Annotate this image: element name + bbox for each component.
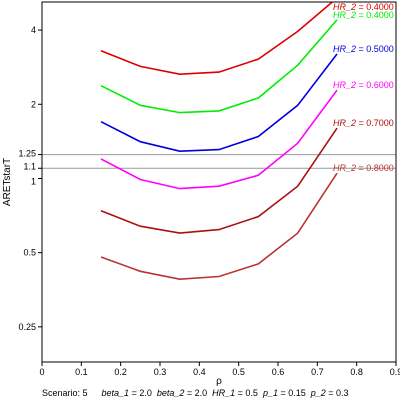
footer-param-name-0: beta_1	[102, 388, 130, 398]
footer-param-name-4: p_2	[310, 388, 326, 398]
footer-scenario: Scenario: 5	[42, 388, 88, 398]
footer-param-value-4: = 0.3	[326, 388, 349, 398]
x-tick-label-6: 0.6	[272, 367, 285, 377]
series-label-1: HR_2 = 0.4000	[333, 10, 394, 20]
footer-parameters: Scenario: 5 beta_1 = 2.0 beta_2 = 2.0 HR_1 …	[42, 388, 349, 398]
series-label-5: HR_2 = 0.8000	[333, 163, 394, 173]
x-tick-label-5: 0.5	[232, 367, 245, 377]
y-tick-label-3: 1.1	[23, 161, 36, 171]
y-tick-label-1: 0.5	[23, 248, 36, 258]
x-axis-title: ρ	[216, 376, 222, 387]
x-tick-label-8: 0.8	[350, 367, 363, 377]
series-line-2	[100, 53, 338, 153]
reference-lines	[42, 154, 396, 169]
footer-param-value-2: = 0.5	[235, 388, 258, 398]
series-label-3: HR_2 = 0.6000	[333, 80, 394, 90]
series-label-2: HR_2 = 0.5000	[333, 44, 394, 54]
x-tick-label-1: 0.1	[75, 367, 88, 377]
footer-param-name-2: HR_1	[212, 388, 235, 398]
x-tick-label-3: 0.3	[154, 367, 167, 377]
footer-param-name-1: beta_2	[157, 388, 185, 398]
y-axis: 0.25 0.5 1 1.1 1.25 2 4	[18, 25, 42, 332]
series-line-4	[100, 127, 338, 234]
x-tick-label-2: 0.2	[114, 367, 127, 377]
footer-param-value-1: = 2.0	[184, 388, 207, 398]
x-tick-label-4: 0.4	[193, 367, 206, 377]
series-line-0	[100, 2, 334, 76]
series-label-0: HR_2 = 0.4000	[333, 2, 394, 12]
y-tick-label-5: 2	[31, 99, 36, 109]
y-tick-label-2: 1	[31, 176, 36, 186]
y-tick-label-6: 4	[31, 25, 36, 35]
y-axis-title: ARETstarT	[2, 158, 13, 206]
series-label-4: HR_2 = 0.7000	[333, 118, 394, 128]
plot-frame	[41, 1, 397, 363]
footer-param-value-3: = 0.15	[278, 388, 306, 398]
x-axis: 0 0.1 0.2 0.3 0.4 0.5 0.6 0.7 0.8 0.9	[39, 362, 400, 377]
series-lines	[100, 2, 338, 281]
series-line-1	[100, 19, 338, 114]
x-tick-label-9: 0.9	[390, 367, 400, 377]
series-line-3	[100, 89, 338, 190]
footer-param-value-0: = 2.0	[129, 388, 152, 398]
x-tick-label-0: 0	[39, 367, 44, 377]
footer-param-name-3: p_1	[262, 388, 278, 398]
series-line-5	[100, 172, 338, 281]
y-tick-label-0: 0.25	[18, 322, 36, 332]
x-tick-label-7: 0.7	[311, 367, 324, 377]
y-tick-label-4: 1.25	[18, 149, 36, 159]
